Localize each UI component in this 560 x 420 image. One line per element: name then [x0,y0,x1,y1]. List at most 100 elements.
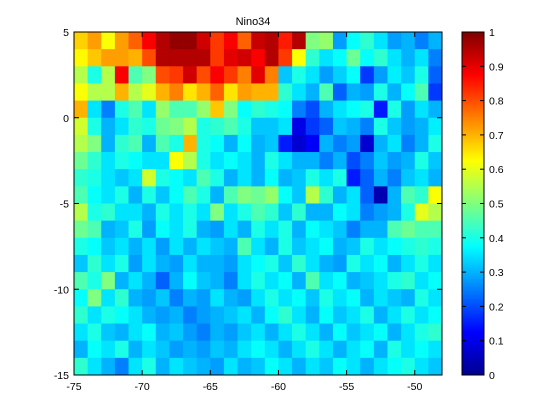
heatmap-cell [360,272,375,290]
heatmap-cell [428,289,443,307]
heatmap-cell [155,254,170,273]
heatmap-cell [237,100,252,119]
heatmap-cell [223,66,238,84]
heatmap-cell [142,323,157,342]
heatmap-cell [373,117,388,136]
heatmap-cell [169,237,184,256]
heatmap-cell [114,152,129,170]
heatmap-cell [360,306,375,324]
heatmap-cell [401,169,416,187]
heatmap-cell [251,134,266,153]
heatmap-cell [237,203,252,222]
heatmap-cell [360,117,375,136]
heatmap-cell [251,152,266,170]
heatmap-cell [87,254,102,273]
heatmap-cell [74,203,89,222]
heatmap-cell [251,49,266,67]
heatmap-cell [360,203,375,222]
heatmap-cell [169,49,184,67]
heatmap-cell [414,100,429,119]
heatmap-cell [278,203,293,222]
heatmap-cell [74,134,89,153]
heatmap-cell [87,220,102,239]
heatmap-cell [155,237,170,256]
heatmap-cell [319,169,334,187]
heatmap-cell [278,186,293,204]
heatmap-cell [183,100,198,119]
heatmap-cell [251,83,266,101]
heatmap-cell [155,152,170,170]
heatmap-cell [360,340,375,359]
heatmap-cell [414,357,429,376]
colorbar-tick-label: 0.4 [489,233,504,245]
heatmap-cell [428,83,443,101]
heatmap-cell [278,32,293,50]
heatmap-cell [319,306,334,324]
heatmap-cell [278,152,293,170]
heatmap-cell [223,220,238,239]
heatmap-cell [264,186,279,204]
heatmap-cell [114,66,129,84]
chart-title: Nino34 [236,16,271,28]
x-axis: -75 -70 -65 -60 -55 -50 [66,32,422,393]
heatmap-cell [128,169,143,187]
heatmap-cell [142,66,157,84]
heatmap-cell [346,134,361,153]
heatmap-cell [210,117,225,136]
colorbar-tick-label: 0.1 [489,336,504,348]
heatmap-cell [142,186,157,204]
heatmap-cell [101,186,116,204]
heatmap-cell [101,32,116,50]
heatmap-cell [251,357,266,376]
heatmap-cell [142,272,157,290]
heatmap-cell [87,272,102,290]
heatmap-cell [169,357,184,376]
heatmap-cell [332,186,347,204]
heatmap-cell [169,152,184,170]
heatmap-cell [210,100,225,119]
heatmap-cell [251,237,266,256]
heatmap-cell [332,117,347,136]
heatmap-cell [114,203,129,222]
heatmap-cell [101,323,116,342]
heatmap-cell [373,66,388,84]
heatmap-cell [332,220,347,239]
heatmap-cell [264,49,279,67]
heatmap-cell [346,117,361,136]
x-tick-label: -55 [339,381,354,393]
heatmap-cell [401,100,416,119]
heatmap-cell [155,49,170,67]
heatmap-cell [196,272,211,290]
heatmap-cell [305,169,320,187]
heatmap-cell [183,186,198,204]
heatmap-cell [360,134,375,153]
colorbar-tick-label: 0.6 [489,164,504,176]
heatmap-cell [169,306,184,324]
heatmap-cell [87,340,102,359]
heatmap-cell [346,32,361,50]
heatmap-cell [387,357,402,376]
heatmap-cell [292,340,307,359]
heatmap-cells [74,32,443,376]
heatmap-cell [210,357,225,376]
heatmap-cell [373,237,388,256]
heatmap-cell [74,357,89,376]
heatmap-cell [428,220,443,239]
heatmap-cell [428,357,443,376]
heatmap-cell [251,340,266,359]
heatmap-cell [346,340,361,359]
heatmap-cell [264,340,279,359]
heatmap-cell [155,289,170,307]
heatmap-cell [251,203,266,222]
heatmap-cell [223,237,238,256]
heatmap-cell [264,237,279,256]
heatmap-cell [332,323,347,342]
heatmap-cell [169,220,184,239]
heatmap-cell [319,117,334,136]
heatmap-cell [101,203,116,222]
heatmap-cell [414,340,429,359]
heatmap-cell [128,66,143,84]
heatmap-cell [142,203,157,222]
heatmap-cell [414,254,429,273]
